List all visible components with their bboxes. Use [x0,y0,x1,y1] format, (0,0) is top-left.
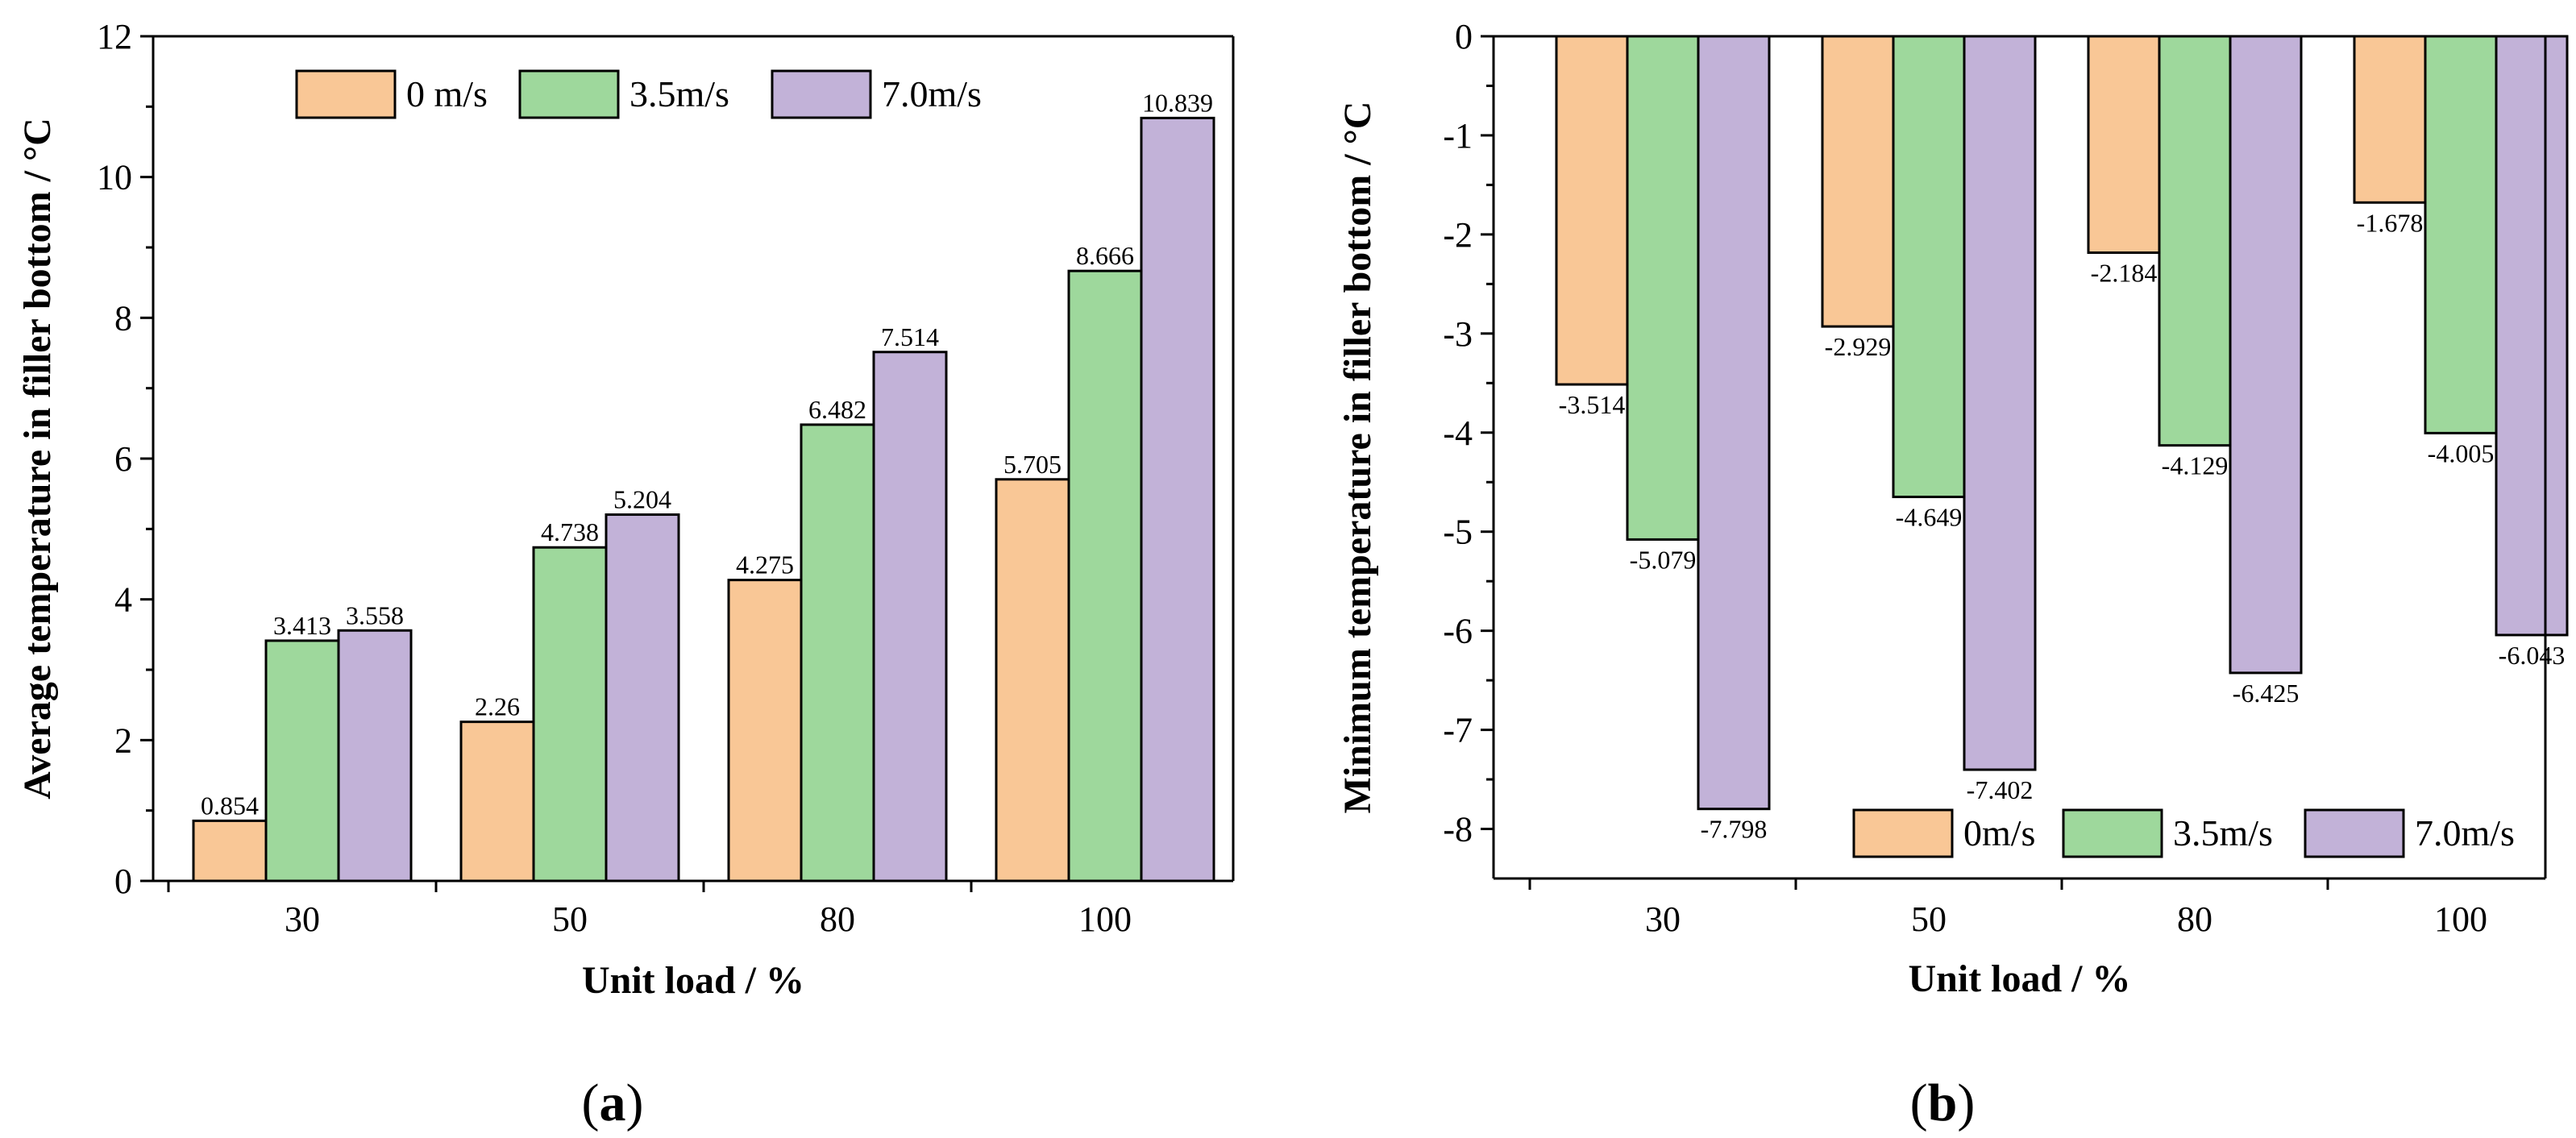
bar-7.0ms-100 [1140,116,1215,883]
legend-label: 7.0m/s [882,73,982,114]
x-tick-label: 50 [552,899,588,939]
y-tick-label: -5 [1443,513,1473,552]
data-label: 0.854 [201,791,259,820]
x-tick-label: 80 [2177,899,2212,939]
bar-3.5ms-80 [800,423,875,883]
x-tick-label: 80 [820,899,855,939]
legend-swatch [518,69,620,119]
x-tick-label: 100 [2434,899,2487,939]
panel-label-open: ( [1910,1074,1928,1132]
data-label: 3.413 [273,611,331,640]
legend-swatch [295,69,397,119]
data-label: -7.402 [1967,775,2034,804]
bar-3.5ms-100 [1067,269,1143,883]
bar-0ms-50 [459,721,535,883]
panel-label-letter: b [1928,1074,1958,1132]
y-tick-label: 2 [114,721,132,760]
bar-7.0ms-50 [1963,35,2037,771]
legend-swatch [2062,808,2163,858]
bar-0ms-100 [995,478,1070,883]
data-label: -6.425 [2233,679,2300,708]
y-tick-label: 12 [97,17,132,56]
bar-7.0ms-100 [2495,35,2569,637]
data-label: -4.005 [2428,438,2495,467]
bar-7.0ms-80 [2229,35,2303,675]
bar-3.5ms-50 [1892,35,1966,499]
y-tick-label: 0 [1455,17,1473,56]
panel-label: (a) [582,1074,644,1132]
bar-0ms-80 [727,579,803,883]
data-label: -2.184 [2091,259,2158,288]
y-tick-label: -6 [1443,612,1473,651]
bar-3.5ms-80 [2158,35,2232,447]
legend-label: 3.5m/s [2173,812,2273,854]
data-label: 6.482 [808,395,866,424]
data-label: 4.275 [736,550,794,579]
y-tick-label: -8 [1443,810,1473,849]
x-tick-label: 30 [1645,899,1681,939]
bar-3.5ms-50 [532,546,608,883]
x-tick-label: 50 [1911,899,1947,939]
chart-a: 0.854 3.413 3.558 30 2.26 4.738 5.204 50 4.275 6.… [16,17,1235,1132]
bar-0ms-30 [1555,35,1629,386]
bar-7.0ms-50 [605,513,680,883]
y-tick-label: 0 [114,862,132,901]
y-tick-label: -7 [1443,711,1473,750]
data-label: 5.204 [613,485,671,514]
bar-0ms-100 [2353,35,2427,204]
data-label: 4.738 [541,517,599,546]
bar-0ms-50 [1821,35,1895,328]
panel-label-close: ) [626,1074,644,1132]
bar-0ms-80 [2087,35,2161,255]
y-tick-label: 8 [114,298,132,338]
legend-label: 0m/s [1963,812,2035,854]
bar-3.5ms-30 [264,639,340,883]
data-label: -4.649 [1896,503,1963,532]
data-label: -5.079 [1630,545,1697,574]
x-tick-label: 30 [285,899,320,939]
y-axis-title: Average temperature in filler bottom / °… [16,118,59,800]
legend-swatch [771,69,872,119]
legend-label: 3.5m/s [629,73,729,114]
y-tick-label: -4 [1443,413,1473,453]
panel-label-close: ) [1957,1074,1975,1132]
legend-label: 7.0m/s [2415,812,2515,854]
data-label: 7.514 [881,322,939,351]
bar-3.5ms-100 [2424,35,2498,434]
bar-7.0ms-30 [1697,35,1771,811]
data-label: 8.666 [1076,241,1134,270]
bar-7.0ms-30 [337,629,413,883]
legend-label: 0 m/s [406,73,488,114]
data-label: 2.26 [475,692,520,721]
y-tick-label: -3 [1443,314,1473,354]
data-label: 5.705 [1003,450,1062,479]
data-label: -7.798 [1701,815,1768,844]
legend-swatch [2304,808,2405,858]
y-tick-label: -1 [1443,116,1473,156]
bar-7.0ms-80 [872,351,948,883]
y-tick-label: 6 [114,439,132,479]
y-tick-label: -2 [1443,215,1473,255]
x-axis-title: Unit load / % [1908,957,2130,1000]
y-axis-title: Minimum temperature in filler bottom / °… [1336,102,1379,814]
legend-swatch [1852,808,1954,858]
data-label: -2.929 [1825,332,1892,361]
data-label: -4.129 [2162,451,2229,480]
bar-0ms-30 [192,819,268,883]
data-label: -6.043 [2499,641,2566,670]
chart-b: -3.514 -5.079 -7.798 30 -2.929 -4.649 -7.402 50… [1336,17,2569,1132]
panel-label-letter: a [600,1074,626,1132]
data-label: -1.678 [2357,208,2424,237]
data-label: 3.558 [346,600,404,629]
data-label: -3.514 [1559,390,1626,419]
data-label: 10.839 [1142,88,1213,117]
x-tick-label: 100 [1078,899,1132,939]
y-tick-label: 10 [97,158,132,197]
y-tick-label: 4 [114,580,132,620]
x-axis-title: Unit load / % [582,959,804,1002]
bar-3.5ms-30 [1626,35,1700,541]
panel-label-open: ( [582,1074,600,1132]
panel-label: (b) [1910,1074,1976,1132]
